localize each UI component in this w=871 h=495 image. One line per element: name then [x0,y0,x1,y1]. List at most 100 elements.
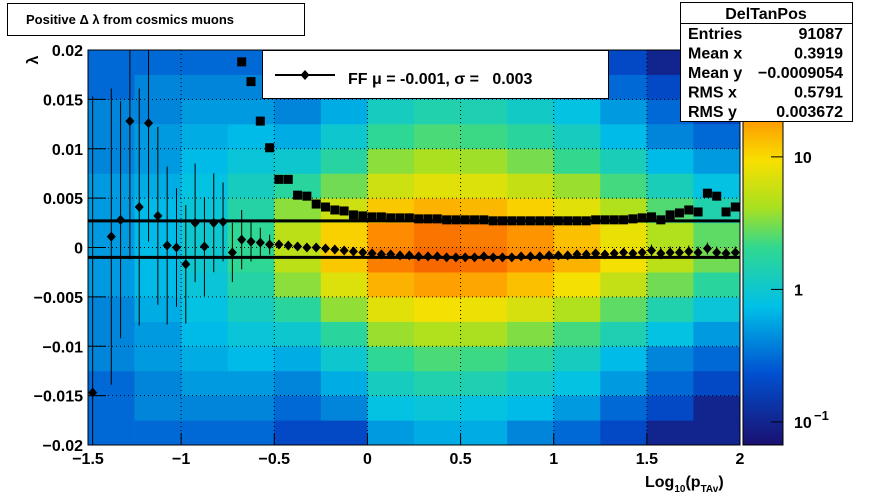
heatmap-cell [693,296,741,322]
square-marker [702,188,712,198]
diamond-marker [712,247,722,258]
diamond-marker [265,239,275,250]
heatmap-cell [414,222,461,248]
heatmap-cell [367,346,415,372]
heatmap-cell [274,296,322,322]
heatmap-cell [227,148,275,174]
y-tick-label: 0.015 [43,92,83,109]
z-tick-label: 10 [794,415,812,432]
heatmap-cell [227,173,275,199]
square-marker [339,206,349,216]
heatmap-cell [553,222,601,248]
heatmap-cell [88,395,135,421]
y-tick-label: −0.01 [43,339,84,356]
heatmap-cell [414,321,461,347]
diamond-marker [414,251,424,262]
diamond-marker [395,250,405,261]
square-marker [600,215,610,225]
square-marker [730,202,740,212]
heatmap-cell [507,173,555,199]
heatmap-cell [181,173,229,199]
square-marker [395,213,405,223]
heatmap-cell [227,346,275,372]
heatmap-cell [600,321,648,347]
heatmap-cell [134,321,182,347]
diamond-marker [386,249,396,260]
heatmap-cell [460,272,508,298]
heatmap-cell [600,173,648,199]
heatmap-cell [507,272,555,298]
z-tick-label: 1 [794,282,803,299]
square-marker [619,215,629,225]
diamond-marker [125,116,135,127]
square-marker [684,205,694,215]
square-marker [237,57,247,67]
square-marker [665,210,675,220]
heatmap-cell [320,272,368,298]
stats-title: DelTanPos [725,6,807,23]
heatmap-cell [274,370,322,396]
x-tick-label: −1.5 [72,451,104,468]
square-marker [572,216,582,226]
diamond-marker [479,251,489,262]
stats-value: 0.3919 [794,46,843,63]
heatmap-cell [134,420,182,446]
square-marker [274,174,284,184]
diamond-marker [404,250,414,261]
stats-label: RMS y [688,104,737,121]
heatmap-cell [227,370,275,396]
heatmap-cell [507,99,555,125]
square-marker [516,216,526,226]
square-marker [609,215,619,225]
diamond-marker [581,249,591,260]
heatmap-cell [367,395,415,421]
diamond-marker [376,249,386,260]
heatmap-cell [320,222,368,248]
heatmap-cell [414,420,461,446]
heatmap-cell [134,74,182,100]
square-marker [451,215,461,225]
diamond-marker [321,243,331,254]
heatmap-cell [320,124,368,150]
heatmap-cell [274,321,322,347]
diamond-marker [600,249,610,260]
heatmap-cell [553,99,601,125]
square-marker [404,213,414,223]
heatmap-cell [227,321,275,347]
heatmap-cell [460,99,508,125]
diamond-marker [283,240,293,251]
x-tick-label: 2 [736,451,745,468]
heatmap-cell [693,321,741,347]
heatmap-cell [646,395,694,421]
heatmap-cell [553,148,601,174]
square-marker [330,205,340,215]
heatmap-cell [367,124,415,150]
diamond-marker [460,252,470,263]
heatmap-cell [553,395,601,421]
heatmap-cell [134,370,182,396]
y-tick-label: 0.005 [43,191,83,208]
square-marker [479,215,489,225]
heatmap-cell [507,395,555,421]
heatmap-cell [227,296,275,322]
heatmap-cell [88,420,135,446]
square-marker [674,208,684,218]
heatmap-cell [181,420,229,446]
heatmap-cell [227,395,275,421]
heatmap-cell [320,321,368,347]
diamond-marker [563,250,573,261]
heatmap-cell [646,370,694,396]
heatmap-cell [553,296,601,322]
heatmap-cell [274,346,322,372]
heatmap-cell [693,395,741,421]
heatmap-cell [367,148,415,174]
heatmap-cell [367,173,415,199]
heatmap-cell [134,99,182,125]
heatmap-cell [646,420,694,446]
y-tick-label: 0 [74,241,83,258]
heatmap-cell [320,346,368,372]
stats-box [680,2,853,122]
diamond-marker [525,251,535,262]
square-marker [470,215,480,225]
heatmap-cell [367,222,415,248]
